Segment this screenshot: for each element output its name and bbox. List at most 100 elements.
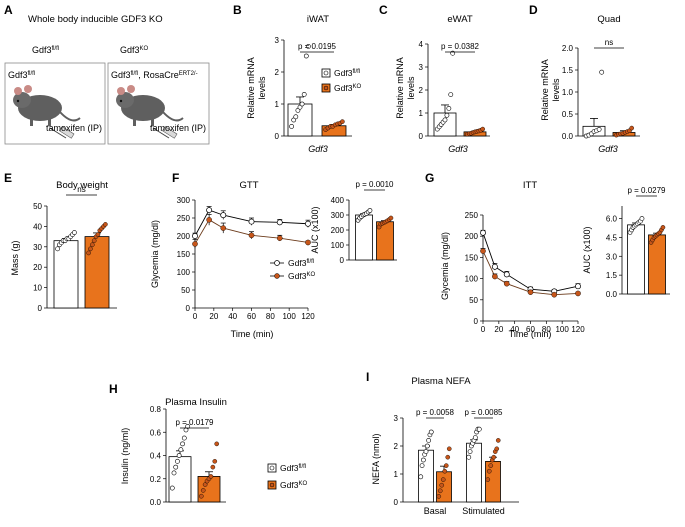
- y-tick-label: 1.5: [562, 66, 574, 75]
- data-point-ctrl: [428, 429, 434, 435]
- chart-title: Quad: [597, 14, 620, 25]
- data-point-ctrl: [420, 457, 426, 463]
- data-point-ctrl: [173, 464, 179, 470]
- data-point-ctrl: [248, 218, 255, 225]
- chart-panel-g: 0 50 100 150 200 250 ITT Glycemia (mg/dl) 0 20 40 6…: [440, 180, 585, 339]
- data-point-ko: [212, 459, 218, 464]
- data-point-ko: [200, 488, 206, 493]
- y-tick-label: 4: [419, 40, 424, 49]
- chart-title: Body weight: [56, 180, 108, 191]
- data-point-ko: [88, 246, 93, 252]
- y-tick-label: 50: [33, 202, 42, 211]
- x-tick-label: 40: [510, 325, 519, 334]
- ko-box-header: Gdf3KO: [120, 45, 149, 55]
- x-category-label: Basal: [424, 506, 447, 516]
- data-point-ko: [214, 441, 219, 447]
- y-tick-label: 0: [419, 132, 424, 141]
- panel-letter-h: H: [109, 382, 118, 396]
- mouse-illustration-ctrl: [13, 85, 81, 126]
- panel-letter-d: D: [529, 3, 538, 17]
- y-tick-label: 0.5: [562, 110, 574, 119]
- y-tick-label: 0: [38, 304, 43, 313]
- data-point-ctrl: [206, 207, 213, 214]
- y-tick-label: 30: [33, 243, 42, 252]
- data-point-ctrl: [639, 216, 645, 221]
- data-point-ko: [660, 225, 666, 230]
- data-point-ko: [220, 225, 227, 231]
- significance-label: p = 0.0382: [441, 42, 480, 51]
- y-tick-label: 0: [186, 304, 191, 313]
- chart-title: ITT: [523, 180, 537, 191]
- data-point-ctrl: [289, 124, 294, 129]
- y-axis-label: AUC (x100): [310, 206, 320, 253]
- y-tick-label: 100: [177, 268, 191, 277]
- y-tick-label: 2: [275, 68, 280, 77]
- y-tick-label: 6.0: [606, 215, 618, 224]
- y-tick-label: 0.6: [150, 428, 162, 437]
- y-tick-label: 0.2: [150, 475, 162, 484]
- y-axis-label: Relative mRNAlevels: [246, 57, 267, 119]
- data-point-ctrl: [480, 229, 486, 236]
- data-point-ko: [442, 468, 448, 474]
- chart-panel-f2: 0 100 200 300 400 AUC (x100) p = 0.0010: [310, 180, 397, 265]
- data-point-ctrl: [444, 112, 450, 118]
- ko-box: [107, 62, 210, 145]
- chart-title: eWAT: [447, 14, 473, 25]
- y-tick-label: 0.0: [562, 132, 574, 141]
- y-tick-label: 0: [394, 498, 399, 507]
- y-tick-label: 200: [465, 232, 479, 241]
- y-axis-label: Relative mRNAlevels: [540, 59, 561, 121]
- chart-title: iWAT: [307, 14, 329, 25]
- ctrl-box: [4, 62, 106, 145]
- bar-ctrl: [168, 456, 192, 503]
- data-point-ko: [440, 477, 446, 482]
- chart-panel-e: 0 10 20 30 40 50 Body weight Mass (g) ns: [10, 180, 117, 313]
- data-point-ko: [488, 463, 494, 468]
- data-point-ko: [486, 468, 492, 474]
- data-point-ctrl: [181, 435, 187, 441]
- x-axis-label: Gdf3: [448, 144, 468, 154]
- data-point-ctrl: [176, 453, 182, 458]
- data-point-ctrl: [72, 230, 77, 235]
- mouse-illustration-ko: [116, 85, 184, 126]
- y-tick-label: 300: [177, 196, 191, 205]
- data-point-ko: [480, 248, 486, 254]
- y-tick-label: 150: [177, 250, 191, 259]
- x-tick-label: 0: [193, 312, 198, 321]
- y-tick-label: 2.0: [562, 44, 574, 53]
- y-axis-label: Insulin (ng/ml): [120, 428, 130, 485]
- panel-letter-e: E: [4, 171, 12, 185]
- y-tick-label: 150: [465, 253, 479, 262]
- x-tick-label: 80: [266, 312, 275, 321]
- x-tick-label: 60: [526, 325, 535, 334]
- x-tick-label: 0: [481, 325, 486, 334]
- data-point-ko: [198, 493, 204, 499]
- data-point-ko: [202, 482, 208, 487]
- legend-label-ctrl: Gdf3fl/fl: [280, 463, 306, 473]
- bar-ko: [84, 236, 110, 309]
- data-point-ko: [445, 454, 451, 460]
- syringe-icon: [49, 126, 75, 139]
- data-point-ctrl: [466, 454, 472, 460]
- data-point-ko: [103, 222, 108, 227]
- data-point-ko: [248, 232, 255, 239]
- data-point-ko: [495, 438, 501, 443]
- y-tick-label: 0: [275, 132, 280, 141]
- ctrl-mouse-genotype: Gdf3fl/fl: [8, 70, 35, 80]
- ko-mouse-genotype: Gdf3fl/fl, RosaCreERT2/-: [111, 70, 198, 80]
- data-point-ko: [388, 215, 394, 221]
- chart-panel-c: 0 1 2 3 4 eWAT Relative mRNAlevels Gdf3 p = 0.03…: [395, 14, 490, 154]
- y-tick-label: 0.0: [150, 498, 162, 507]
- chart-panel-b: 0 1 2 3 iWAT Relative mRNAlevels Gdf3 p = 0.019…: [246, 14, 352, 154]
- significance-label: p = 0.0195: [298, 42, 337, 51]
- data-point-ko: [91, 238, 97, 243]
- data-point-ctrl: [423, 449, 429, 454]
- panel-a: A Whole body inducible GDF3 KO Gdf3fl/fl…: [4, 3, 210, 145]
- data-point-ko: [527, 289, 534, 295]
- data-point-ctrl: [424, 443, 430, 449]
- ctrl-box-header: Gdf3fl/fl: [32, 45, 59, 55]
- significance-label: p = 0.0010: [355, 180, 394, 189]
- data-point-ctrl: [448, 92, 454, 97]
